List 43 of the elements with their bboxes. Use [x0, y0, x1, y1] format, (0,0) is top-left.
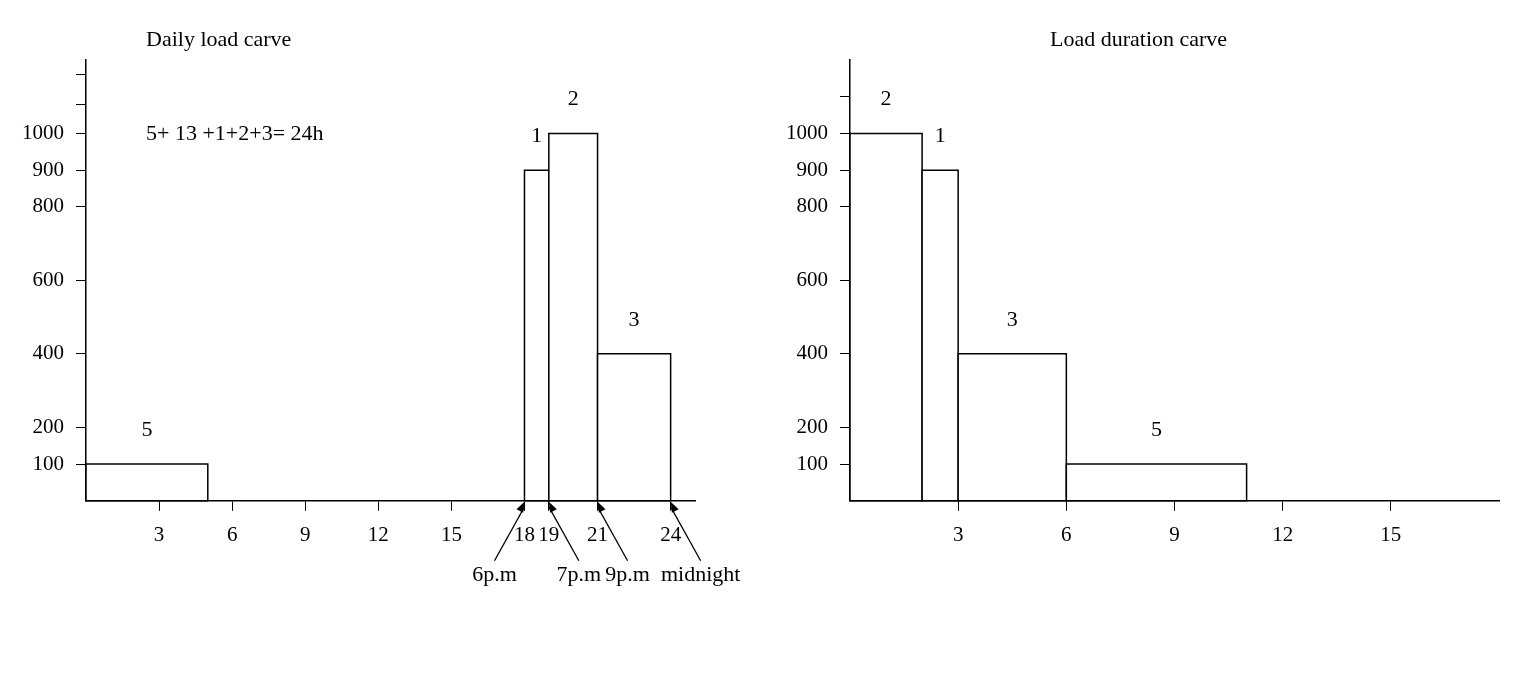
x-tick-label: 15	[1380, 521, 1402, 546]
y-tick-label: 900	[796, 156, 828, 181]
y-tick-label: 100	[32, 450, 64, 475]
x-tick-label: 15	[440, 521, 462, 546]
y-tick-label: 900	[32, 156, 64, 181]
annotation: 5+ 13 +1+2+3= 24h	[146, 120, 324, 145]
x-tick-label: 9	[299, 521, 311, 546]
x-tick-label: 24	[660, 521, 682, 546]
x-tick-label: 6	[226, 521, 238, 546]
y-tick-label: 400	[796, 340, 828, 365]
x-tick-label: 9	[1169, 521, 1180, 546]
annotation: 7p.m	[556, 560, 602, 586]
y-tick-label: 100	[796, 450, 828, 475]
x-tick-label: 21	[587, 521, 609, 546]
annotation: 6p.m	[472, 560, 517, 586]
y-tick-label: 600	[32, 266, 64, 291]
y-tick-label: 600	[796, 266, 828, 291]
x-tick-label: 12	[1272, 521, 1294, 546]
x-tick-label: 6	[1061, 521, 1072, 546]
annotation: 5	[141, 416, 153, 442]
annotation: 2	[880, 85, 892, 111]
x-tick-label: 3	[952, 521, 964, 546]
y-tick-label: 400	[32, 340, 64, 365]
annotation: 3	[628, 305, 640, 331]
x-tick-label: 12	[367, 521, 389, 546]
x-tick-label: 18	[513, 521, 535, 546]
y-tick-label: 800	[796, 193, 828, 218]
annotation: 3	[1006, 305, 1018, 331]
y-tick-label: 800	[32, 193, 64, 218]
annotation: 1	[934, 122, 946, 148]
annotation: midnight	[660, 560, 741, 586]
y-tick-label: 200	[32, 413, 64, 438]
annotation: 2	[567, 85, 579, 111]
annotation: 1	[531, 122, 543, 148]
annotation: 9p.m	[605, 560, 650, 586]
annotation: 5	[1150, 416, 1162, 442]
y-tick-label: 200	[796, 413, 828, 438]
y-tick-label: 1000	[786, 119, 828, 144]
chart-title: Daily load carve	[146, 26, 292, 51]
chart-title: Load duration carve	[1050, 26, 1228, 51]
x-tick-label: 19	[538, 521, 560, 546]
y-tick-label: 1000	[22, 119, 64, 144]
x-tick-label: 3	[153, 521, 165, 546]
